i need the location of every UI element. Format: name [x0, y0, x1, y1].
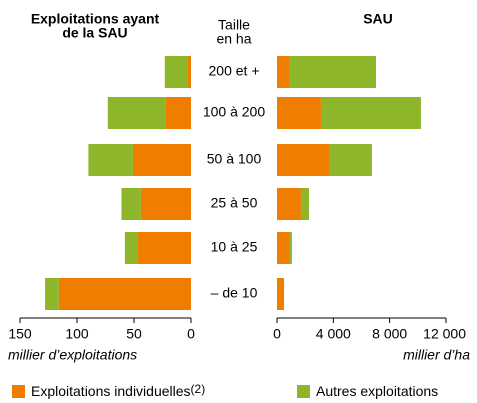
legend-label: Exploitations individuelles(2): [31, 382, 205, 399]
x-tick-label: 4 000: [316, 326, 351, 342]
x-axis-label: millier d’exploitations: [8, 347, 137, 363]
category-label: 25 à 50: [211, 195, 258, 211]
legend-text: Exploitations individuelles: [31, 383, 191, 399]
category-label: – de 10: [211, 285, 258, 301]
chart-title: Exploitations ayant: [31, 11, 160, 27]
bar-segment: [277, 56, 289, 88]
x-tick-label: 0: [187, 326, 195, 342]
legend-text: Autres exploitations: [316, 383, 438, 399]
category-label: 200 et +: [209, 63, 260, 79]
x-tick-label: 100: [65, 326, 89, 342]
bar-segment: [187, 56, 191, 88]
x-tick-label: 8 000: [372, 326, 407, 342]
bar-segment: [132, 144, 191, 176]
bar-segment: [320, 97, 421, 129]
bar-segment: [328, 144, 372, 176]
x-tick-label: 50: [126, 326, 142, 342]
bar-segment: [45, 278, 59, 310]
bar-segment: [107, 97, 166, 129]
bar-segment: [140, 188, 191, 220]
bar-segment: [300, 188, 309, 220]
category-label: 100 à 200: [203, 104, 265, 120]
bar-segment: [277, 97, 321, 129]
chart-title: de la SAU: [62, 25, 127, 41]
x-tick-label: 0: [273, 326, 281, 342]
bar-segment: [288, 56, 377, 88]
bar-segment: [121, 188, 141, 220]
bar-segment: [277, 188, 301, 220]
category-axis-title: en ha: [216, 31, 251, 47]
bar-segment: [137, 232, 191, 264]
category-axis-title: Taille: [218, 17, 250, 33]
category-label: 10 à 25: [211, 239, 258, 255]
bar-segment: [277, 278, 285, 310]
legend-note: (2): [191, 382, 206, 396]
legend-label: Autres exploitations: [316, 383, 438, 399]
bar-segment: [277, 144, 329, 176]
x-tick-label: 150: [8, 326, 32, 342]
bar-segment: [277, 232, 289, 264]
x-axis-label: millier d’ha: [403, 347, 470, 363]
legend-swatch: [297, 385, 310, 398]
bar-segment: [165, 97, 191, 129]
legend-swatch: [12, 385, 25, 398]
bar-segment: [124, 232, 138, 264]
bar-segment: [88, 144, 133, 176]
chart-title: SAU: [363, 11, 393, 27]
category-label: 50 à 100: [207, 151, 262, 167]
bar-segment: [164, 56, 188, 88]
bar-segment: [288, 232, 292, 264]
bar-segment: [58, 278, 192, 310]
x-tick-label: 12 000: [423, 326, 466, 342]
